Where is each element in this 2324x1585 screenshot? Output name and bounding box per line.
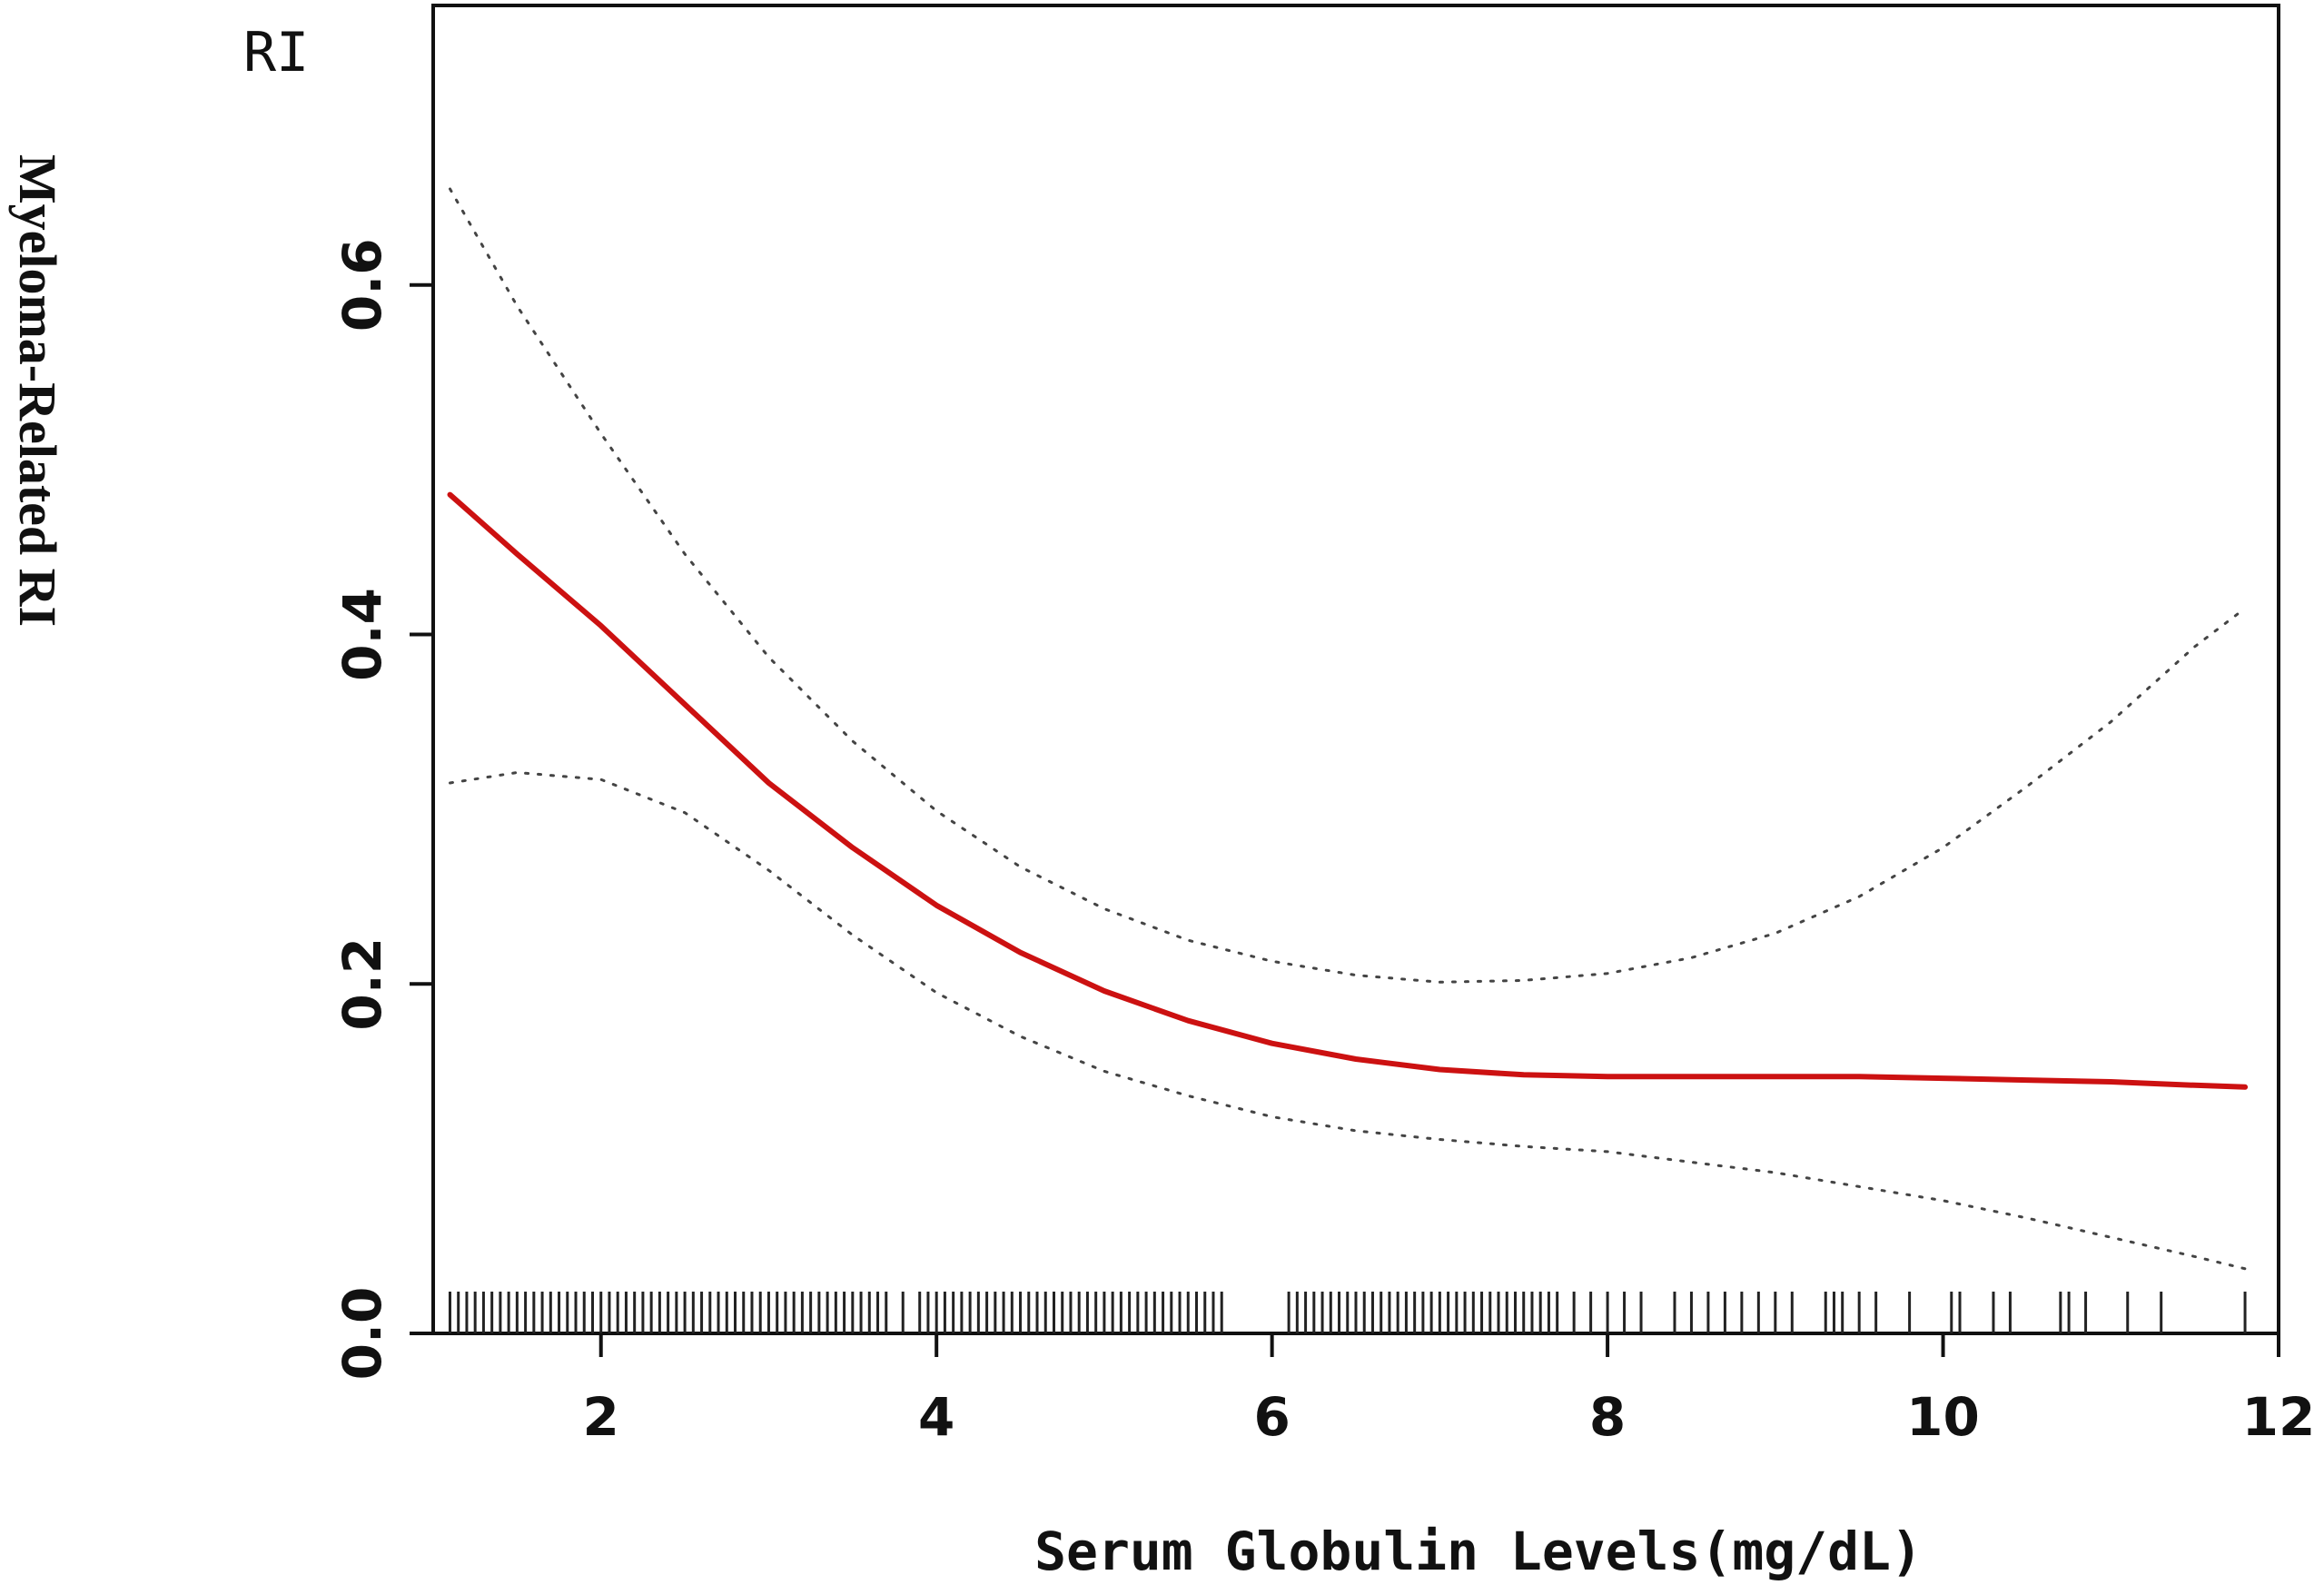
x-tick-label: 12 — [2242, 1386, 2316, 1448]
y-tick-label: 0.0 — [331, 1287, 393, 1381]
lower-confidence-band — [449, 770, 2247, 1271]
panel-label: RI — [243, 21, 309, 84]
x-tick-label: 8 — [1589, 1386, 1626, 1448]
curves — [447, 187, 2249, 1271]
y-tick-label: 0.4 — [331, 588, 393, 681]
y-axis-title: Myeloma-Related RI — [8, 154, 67, 627]
x-axis: 2 4 6 8 10 12 — [583, 1333, 2316, 1448]
y-axis: 0.0 0.2 0.4 0.6 — [331, 238, 433, 1380]
plot-frame — [431, 4, 2280, 1335]
x-tick-label: 2 — [583, 1386, 619, 1448]
rug-marks — [448, 1292, 2247, 1333]
upper-confidence-band — [449, 187, 2247, 984]
estimate-line — [447, 491, 2249, 1090]
y-tick-label: 0.6 — [331, 238, 393, 332]
x-tick-label: 6 — [1253, 1386, 1290, 1448]
x-tick-label: 4 — [918, 1386, 954, 1448]
x-axis-title: Serum Globulin Levels(mg/dL) — [1034, 1521, 1923, 1582]
y-tick-label: 0.2 — [331, 937, 393, 1031]
x-tick-label: 10 — [1906, 1386, 1980, 1448]
